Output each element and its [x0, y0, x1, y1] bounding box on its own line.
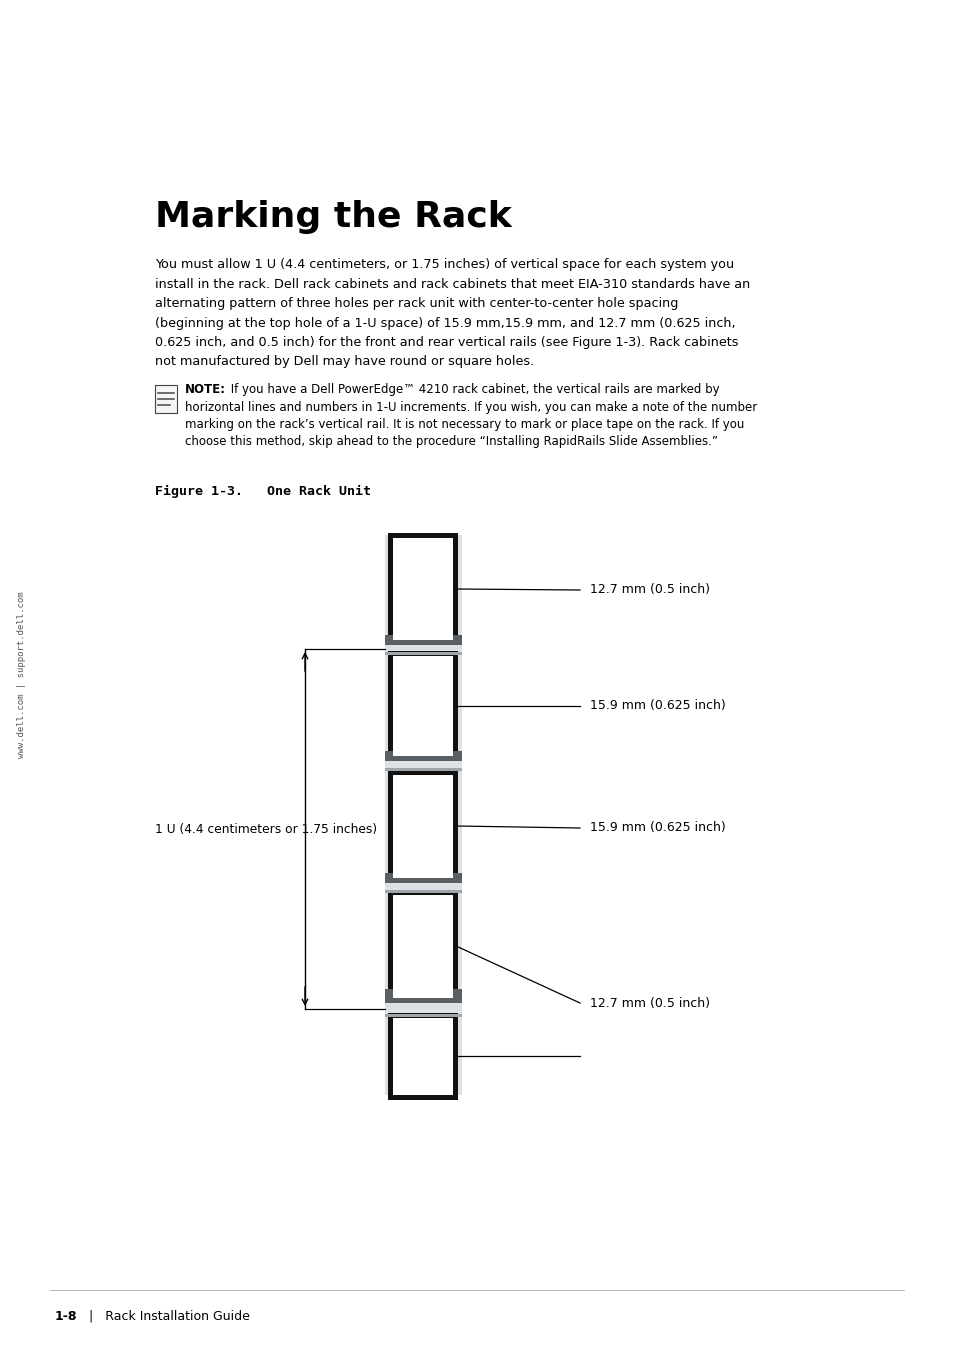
- Bar: [393, 775, 453, 878]
- Bar: [385, 535, 461, 1096]
- Text: NOTE:: NOTE:: [185, 382, 226, 396]
- Bar: [388, 651, 457, 761]
- Bar: [385, 751, 461, 761]
- Text: 12.7 mm (0.5 inch): 12.7 mm (0.5 inch): [589, 584, 709, 597]
- Bar: [393, 894, 453, 998]
- Bar: [385, 639, 461, 642]
- Text: 15.9 mm (0.625 inch): 15.9 mm (0.625 inch): [589, 821, 725, 835]
- Bar: [393, 538, 453, 640]
- Text: 12.7 mm (0.5 inch): 12.7 mm (0.5 inch): [589, 997, 709, 1009]
- Bar: [385, 877, 461, 880]
- Bar: [385, 755, 461, 758]
- Bar: [385, 989, 461, 1002]
- Bar: [388, 890, 457, 1002]
- Text: 1 U (4.4 centimeters or 1.75 inches): 1 U (4.4 centimeters or 1.75 inches): [154, 823, 376, 835]
- Text: install in the rack. Dell rack cabinets and rack cabinets that meet EIA-310 stan: install in the rack. Dell rack cabinets …: [154, 277, 749, 290]
- Bar: [385, 873, 461, 884]
- Text: alternating pattern of three holes per rack unit with center-to-center hole spac: alternating pattern of three holes per r…: [154, 297, 678, 309]
- Bar: [393, 1019, 453, 1096]
- Text: |   Rack Installation Guide: | Rack Installation Guide: [77, 1310, 250, 1323]
- Text: not manufactured by Dell may have round or square holes.: not manufactured by Dell may have round …: [154, 355, 534, 369]
- Text: 1-8: 1-8: [55, 1310, 77, 1323]
- Text: horizontal lines and numbers in 1-U increments. If you wish, you can make a note: horizontal lines and numbers in 1-U incr…: [185, 400, 757, 413]
- Bar: [385, 997, 461, 1000]
- Text: (beginning at the top hole of a 1-U space) of 15.9 mm,15.9 mm, and 12.7 mm (0.62: (beginning at the top hole of a 1-U spac…: [154, 316, 735, 330]
- Bar: [388, 1013, 457, 1100]
- Bar: [393, 657, 453, 757]
- Text: Marking the Rack: Marking the Rack: [154, 200, 511, 234]
- Bar: [385, 1015, 461, 1017]
- Bar: [154, 385, 177, 413]
- Bar: [388, 770, 457, 884]
- Bar: [385, 890, 461, 893]
- Text: If you have a Dell PowerEdge™ 4210 rack cabinet, the vertical rails are marked b: If you have a Dell PowerEdge™ 4210 rack …: [227, 382, 719, 396]
- Bar: [385, 653, 461, 655]
- Text: Figure 1-3.   One Rack Unit: Figure 1-3. One Rack Unit: [154, 485, 371, 499]
- Text: 0.625 inch, and 0.5 inch) for the front and rear vertical rails (see Figure 1-3): 0.625 inch, and 0.5 inch) for the front …: [154, 336, 738, 349]
- Text: 15.9 mm (0.625 inch): 15.9 mm (0.625 inch): [589, 700, 725, 712]
- Bar: [385, 767, 461, 771]
- Text: www.dell.com | support.dell.com: www.dell.com | support.dell.com: [17, 592, 27, 758]
- Text: choose this method, skip ahead to the procedure “Installing RapidRails Slide Ass: choose this method, skip ahead to the pr…: [185, 435, 718, 449]
- Text: marking on the rack’s vertical rail. It is not necessary to mark or place tape o: marking on the rack’s vertical rail. It …: [185, 417, 743, 431]
- Bar: [385, 635, 461, 644]
- Bar: [388, 534, 457, 644]
- Text: You must allow 1 U (4.4 centimeters, or 1.75 inches) of vertical space for each : You must allow 1 U (4.4 centimeters, or …: [154, 258, 734, 272]
